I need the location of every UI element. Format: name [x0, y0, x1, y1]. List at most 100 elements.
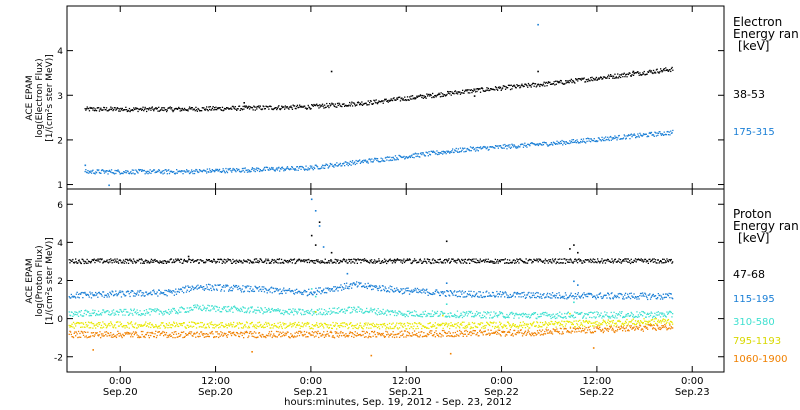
- data-point: [177, 325, 179, 327]
- data-point: [518, 296, 520, 298]
- data-point: [367, 261, 369, 263]
- data-point: [425, 97, 427, 99]
- data-point: [186, 324, 188, 326]
- data-point: [190, 288, 193, 290]
- data-point: [538, 258, 540, 260]
- data-point: [642, 315, 644, 317]
- data-point: [465, 327, 467, 329]
- data-point: [91, 107, 93, 109]
- data-point: [569, 295, 571, 297]
- data-point: [407, 99, 409, 101]
- data-point: [394, 310, 396, 312]
- data-point: [163, 172, 166, 174]
- data-point: [421, 289, 424, 291]
- data-point: [83, 326, 85, 328]
- data-point: [622, 298, 624, 300]
- data-point: [265, 105, 267, 107]
- data-point: [161, 109, 163, 111]
- data-point: [424, 96, 426, 99]
- data-point: [395, 159, 397, 161]
- data-point: [664, 262, 666, 264]
- data-point: [624, 315, 627, 317]
- data-point: [381, 260, 384, 262]
- data-point: [351, 311, 353, 313]
- spike-point: [108, 184, 110, 187]
- data-point: [128, 327, 130, 329]
- data-point: [284, 105, 286, 107]
- data-point: [216, 324, 218, 327]
- data-point: [459, 93, 462, 95]
- data-point: [610, 261, 612, 263]
- data-point: [508, 146, 510, 148]
- data-point: [429, 315, 431, 318]
- data-point: [457, 151, 459, 153]
- data-point: [427, 323, 429, 325]
- data-point: [345, 161, 347, 163]
- data-point: [116, 258, 118, 260]
- data-point: [530, 314, 532, 317]
- data-point: [617, 137, 619, 139]
- data-point: [249, 288, 251, 290]
- data-point: [445, 315, 447, 317]
- data-point: [246, 261, 248, 263]
- data-point: [84, 310, 86, 312]
- data-point: [451, 91, 453, 93]
- data-point: [622, 316, 624, 319]
- data-point: [496, 326, 499, 328]
- data-point: [116, 170, 118, 172]
- data-point: [496, 326, 498, 328]
- data-point: [189, 172, 191, 174]
- data-point: [114, 258, 116, 260]
- data-point: [528, 313, 530, 316]
- data-point: [604, 314, 607, 316]
- data-point: [656, 298, 658, 300]
- data-point: [612, 260, 614, 262]
- data-point: [373, 308, 376, 310]
- data-point: [162, 314, 164, 316]
- data-point: [125, 294, 127, 297]
- data-point: [433, 262, 435, 264]
- data-point: [378, 287, 380, 289]
- data-point: [121, 290, 123, 292]
- data-point: [229, 324, 231, 326]
- data-point: [597, 260, 599, 262]
- data-point: [256, 261, 258, 263]
- data-point: [181, 109, 183, 112]
- data-point: [328, 106, 330, 109]
- data-point: [321, 308, 323, 310]
- data-point: [259, 169, 261, 171]
- data-point: [602, 139, 605, 142]
- data-point: [199, 110, 201, 112]
- data-point: [457, 316, 459, 318]
- data-point: [377, 160, 379, 162]
- data-point: [277, 290, 279, 292]
- data-point: [137, 326, 140, 328]
- data-point: [86, 106, 88, 108]
- data-point: [300, 260, 302, 263]
- data-point: [259, 311, 261, 313]
- data-point: [109, 108, 111, 110]
- data-point: [358, 324, 361, 327]
- data-point: [657, 314, 659, 316]
- data-point: [370, 327, 372, 329]
- data-point: [208, 309, 210, 312]
- data-point: [615, 261, 617, 263]
- data-point: [421, 262, 423, 264]
- data-point: [95, 171, 97, 173]
- data-point: [499, 145, 501, 147]
- data-point: [269, 168, 271, 171]
- data-point: [120, 109, 123, 111]
- data-point: [367, 322, 369, 324]
- data-point: [354, 284, 356, 286]
- data-point: [94, 173, 96, 175]
- data-point: [511, 262, 513, 264]
- data-point: [636, 311, 638, 313]
- data-point: [203, 286, 205, 288]
- data-point: [235, 325, 238, 327]
- data-point: [278, 258, 280, 261]
- data-point: [451, 258, 454, 260]
- data-point: [501, 312, 503, 314]
- data-point: [529, 142, 532, 145]
- data-point: [582, 297, 584, 299]
- data-point: [641, 295, 643, 297]
